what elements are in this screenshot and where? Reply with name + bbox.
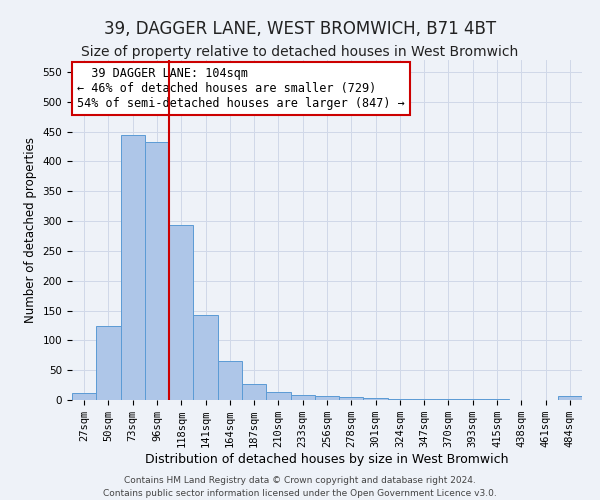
X-axis label: Distribution of detached houses by size in West Bromwich: Distribution of detached houses by size …	[145, 453, 509, 466]
Bar	[242, 384, 266, 400]
Bar	[72, 393, 96, 400]
Bar	[558, 396, 582, 400]
Text: 39 DAGGER LANE: 104sqm
← 46% of detached houses are smaller (729)
54% of semi-de: 39 DAGGER LANE: 104sqm ← 46% of detached…	[77, 67, 405, 110]
Bar	[169, 225, 193, 400]
Text: Contains HM Land Registry data © Crown copyright and database right 2024.
Contai: Contains HM Land Registry data © Crown c…	[103, 476, 497, 498]
Bar	[290, 395, 315, 400]
Bar	[218, 361, 242, 400]
Y-axis label: Number of detached properties: Number of detached properties	[24, 137, 37, 323]
Bar	[364, 398, 388, 400]
Bar	[339, 397, 364, 400]
Bar	[315, 396, 339, 400]
Text: Size of property relative to detached houses in West Bromwich: Size of property relative to detached ho…	[82, 45, 518, 59]
Bar	[145, 142, 169, 400]
Bar	[412, 399, 436, 400]
Bar	[266, 392, 290, 400]
Bar	[388, 399, 412, 400]
Bar	[193, 314, 218, 400]
Bar	[121, 134, 145, 400]
Bar	[96, 326, 121, 400]
Text: 39, DAGGER LANE, WEST BROMWICH, B71 4BT: 39, DAGGER LANE, WEST BROMWICH, B71 4BT	[104, 20, 496, 38]
